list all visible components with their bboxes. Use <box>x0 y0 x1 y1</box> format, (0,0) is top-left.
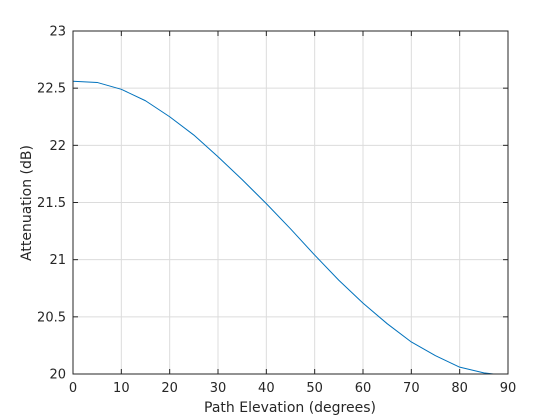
series-layer <box>72 80 494 375</box>
y-tick-label: 20.5 <box>37 310 66 325</box>
x-tick-label: 10 <box>113 381 130 396</box>
y-tick-label: 22.5 <box>37 82 66 97</box>
x-tick-labels: 0 10 20 30 40 50 60 70 80 90 <box>69 381 516 396</box>
x-tick-label: 90 <box>500 381 517 396</box>
x-tick-label: 60 <box>355 381 372 396</box>
x-tick-label: 80 <box>451 381 468 396</box>
axis-ticks <box>72 30 509 375</box>
x-tick-label: 70 <box>403 381 420 396</box>
x-axis-label: Path Elevation (degrees) <box>204 400 376 416</box>
y-tick-labels: 20 20.5 21 21.5 22 22.5 23 <box>37 25 66 383</box>
y-tick-label: 23 <box>49 25 66 40</box>
y-tick-label: 20 <box>49 368 66 383</box>
y-tick-label: 22 <box>49 139 66 154</box>
x-tick-label: 50 <box>306 381 323 396</box>
x-tick-label: 30 <box>210 381 227 396</box>
x-tick-label: 20 <box>161 381 178 396</box>
x-tick-label: 0 <box>69 381 77 396</box>
x-tick-label: 40 <box>258 381 275 396</box>
series-line <box>72 80 494 375</box>
y-tick-label: 21.5 <box>37 196 66 211</box>
y-tick-label: 21 <box>49 253 66 268</box>
y-axis-label: Attenuation (dB) <box>19 145 35 261</box>
